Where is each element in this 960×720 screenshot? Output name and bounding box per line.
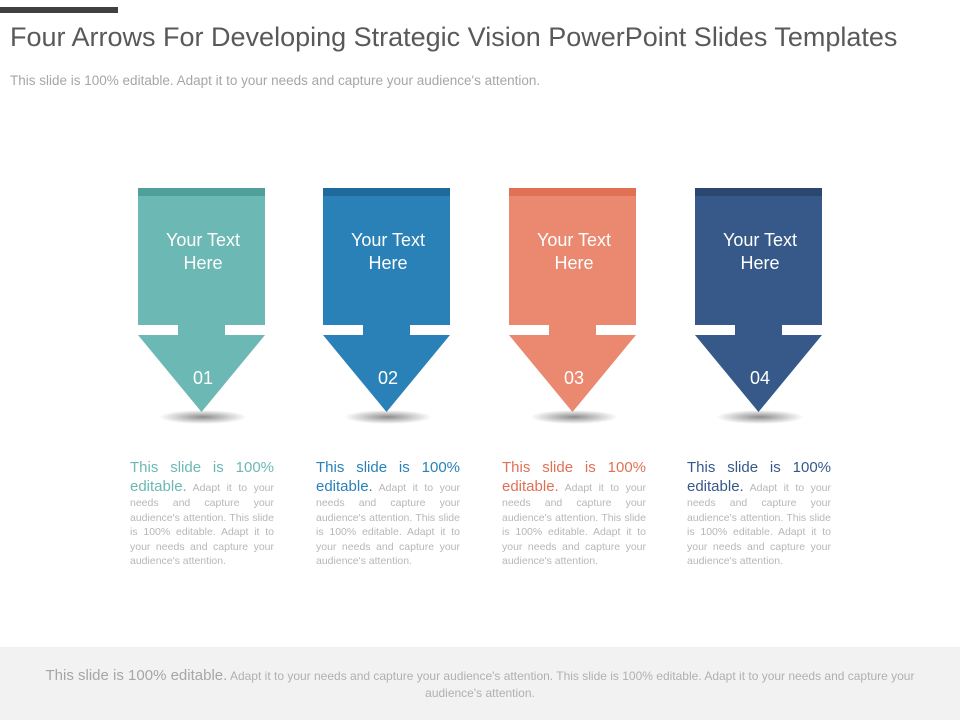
arrow-top-band (695, 188, 822, 196)
arrow-connector (549, 325, 596, 335)
arrow-shape (509, 188, 636, 424)
slide-subtitle: This slide is 100% editable. Adapt it to… (10, 73, 541, 88)
description-lead: This slide is 100% editable. (502, 459, 646, 495)
description-03: This slide is 100% editable. Adapt it to… (502, 458, 646, 569)
arrow-03: Your Text Here 03 (504, 185, 644, 430)
arrow-label: Your Text Here (350, 230, 426, 273)
arrow-shadow (716, 410, 804, 424)
description-body: Adapt it to your needs and capture your … (130, 482, 274, 567)
arrow-head (509, 335, 636, 412)
description-02: This slide is 100% editable. Adapt it to… (316, 458, 460, 569)
footer-lead: This slide is 100% editable. (45, 667, 228, 684)
arrow-body (695, 196, 822, 325)
description-01: This slide is 100% editable. Adapt it to… (130, 458, 274, 569)
arrow-label: Your Text Here (722, 230, 798, 273)
arrow-top-band (138, 188, 265, 196)
arrow-head (138, 335, 265, 412)
arrow-04: Your Text Here 04 (690, 185, 830, 430)
arrow-body (509, 196, 636, 325)
footer-body: Adapt it to your needs and capture your … (229, 669, 915, 700)
arrow-01: Your Text Here 01 (133, 185, 273, 430)
arrow-top-band (323, 188, 450, 196)
arrow-shape (323, 188, 450, 424)
arrow-body (138, 196, 265, 325)
arrow-02: Your Text Here 02 (318, 185, 458, 430)
description-body: Adapt it to your needs and capture your … (316, 482, 460, 567)
arrow-label: Your Text Here (165, 230, 241, 273)
arrow-connector (735, 325, 782, 335)
arrow-shadow (159, 410, 247, 424)
footer-text: This slide is 100% editable. Adapt it to… (36, 667, 924, 702)
description-04: This slide is 100% editable. Adapt it to… (687, 458, 831, 569)
description-lead: This slide is 100% editable. (687, 459, 831, 495)
description-body: Adapt it to your needs and capture your … (502, 482, 646, 567)
arrow-connector (178, 325, 225, 335)
footer-band: This slide is 100% editable. Adapt it to… (0, 647, 960, 720)
arrow-body (323, 196, 450, 325)
arrow-number: 02 (377, 368, 399, 388)
top-accent-bar (0, 7, 118, 13)
arrow-number: 04 (749, 368, 771, 388)
description-lead: This slide is 100% editable. (130, 459, 274, 495)
arrow-head (323, 335, 450, 412)
arrow-top-band (509, 188, 636, 196)
arrow-head (695, 335, 822, 412)
arrow-shape (138, 188, 265, 424)
arrow-shape (695, 188, 822, 424)
arrow-number: 03 (563, 368, 585, 388)
arrow-shadow (530, 410, 618, 424)
arrow-connector (363, 325, 410, 335)
slide-title: Four Arrows For Developing Strategic Vis… (10, 22, 898, 52)
arrow-number: 01 (192, 368, 214, 388)
arrow-label: Your Text Here (536, 230, 612, 273)
description-lead: This slide is 100% editable. (316, 459, 460, 495)
description-body: Adapt it to your needs and capture your … (687, 482, 831, 567)
arrow-shadow (344, 410, 432, 424)
